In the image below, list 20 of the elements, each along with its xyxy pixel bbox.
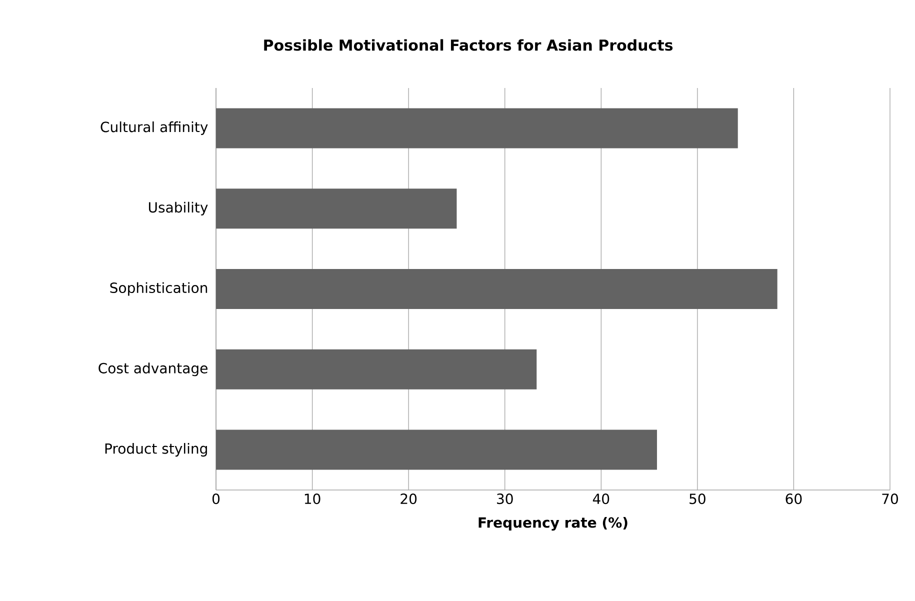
x-tick-label: 40 (592, 494, 610, 504)
y-tick-label: Usability (148, 202, 208, 216)
x-tick-label: 10 (304, 494, 320, 504)
y-tick-label: Cost advantage (98, 362, 208, 376)
bar (216, 188, 457, 229)
y-tick-label: Sophistication (110, 282, 208, 296)
bar (216, 430, 657, 470)
x-axis-title: Frequency rate (%) (478, 516, 628, 531)
bar (216, 268, 778, 309)
y-tick-label: Cultural affinity (100, 121, 208, 135)
x-tick-label: 70 (882, 494, 898, 504)
x-tick-label: 60 (786, 494, 802, 504)
y-tick-label: Product styling (105, 443, 207, 457)
x-tick-label: 30 (497, 494, 513, 504)
x-tick-label: 20 (400, 494, 417, 504)
bar (216, 349, 537, 390)
chart-title: Possible Motivational Factors for Asian Products (264, 39, 673, 51)
x-tick-label: 0 (212, 494, 220, 504)
x-tick-label: 50 (690, 494, 706, 504)
bar (216, 108, 738, 148)
